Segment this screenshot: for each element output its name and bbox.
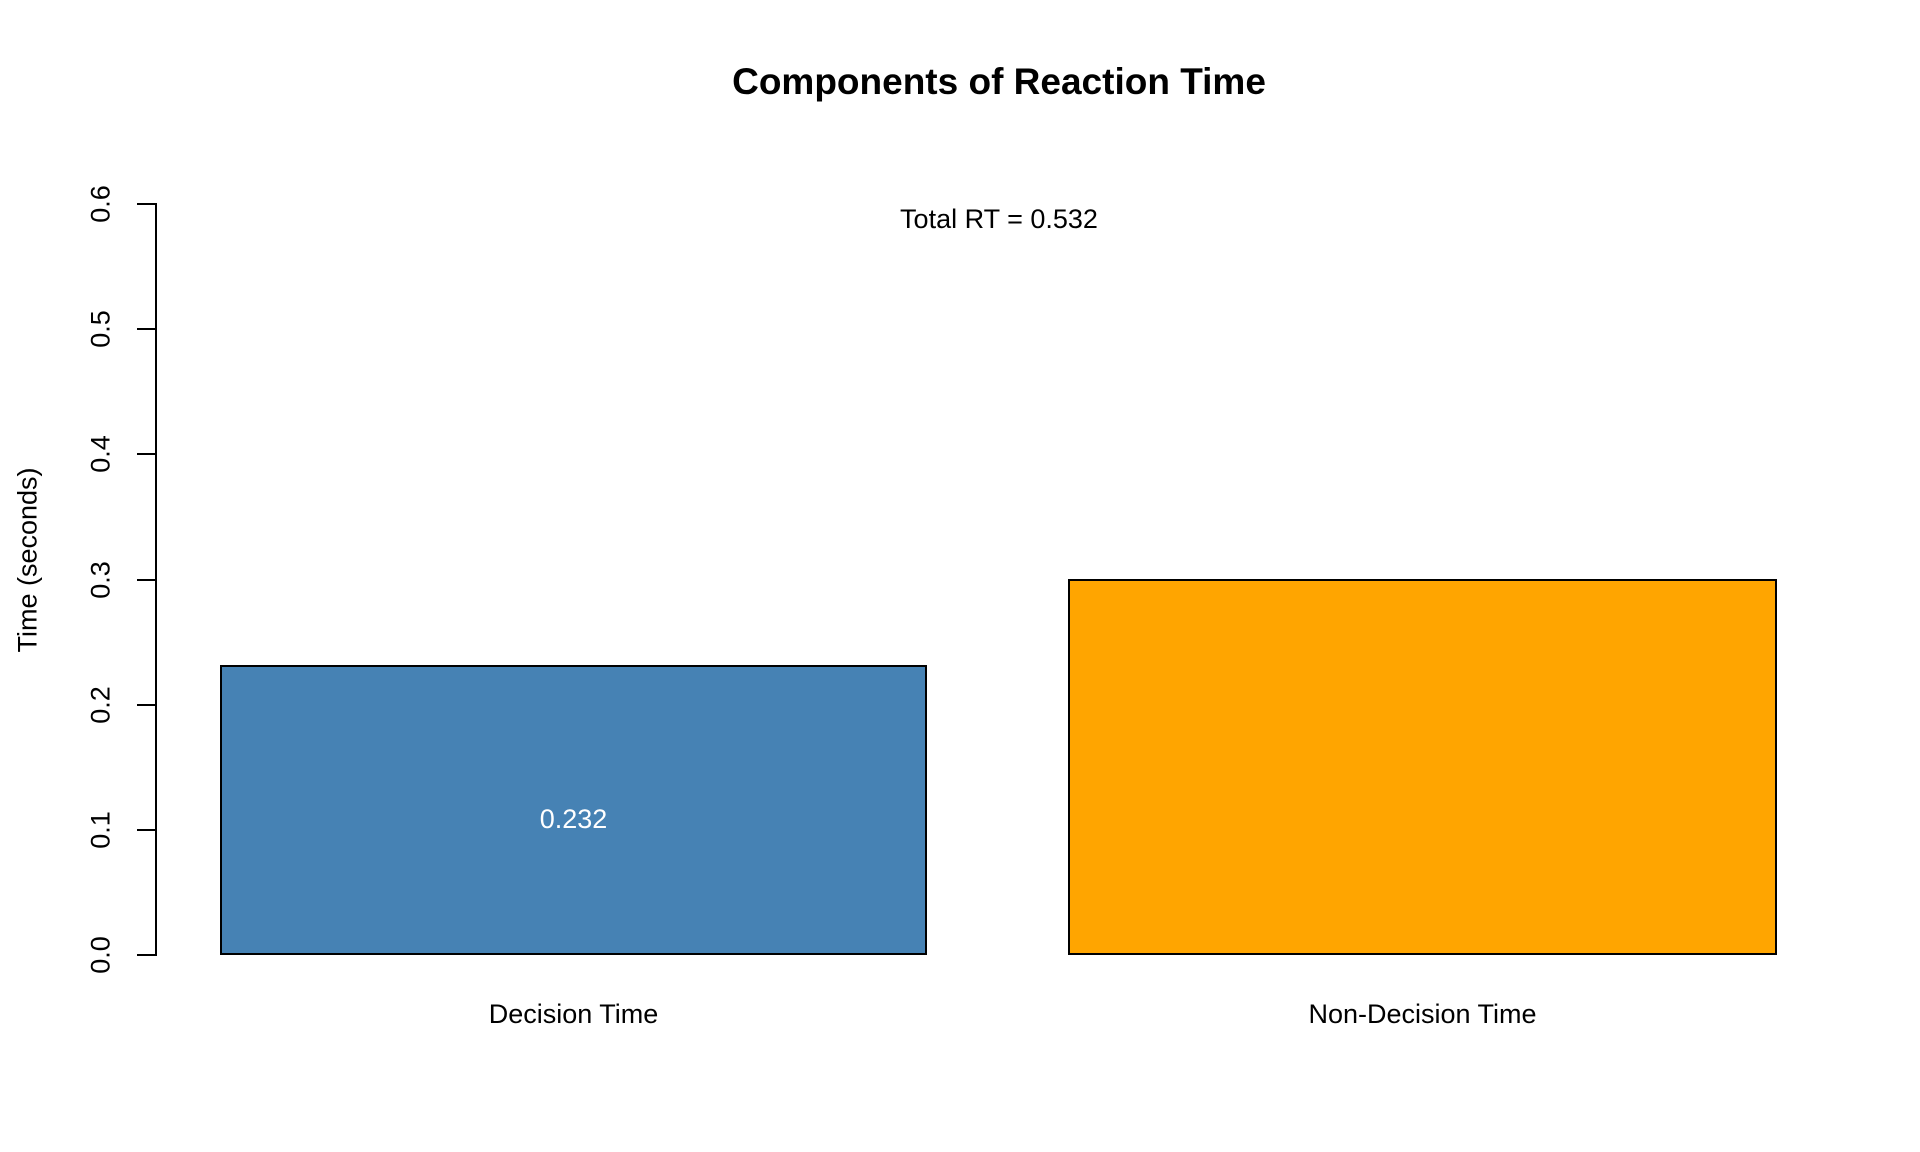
- x-axis-label-decision-time: Decision Time: [488, 999, 659, 1029]
- y-axis-tick: [137, 328, 157, 331]
- y-axis-title: Time (seconds): [12, 467, 43, 653]
- y-axis-tick-label: 0.0: [85, 936, 116, 974]
- chart-title: Components of Reaction Time: [732, 61, 1266, 102]
- y-axis-tick: [137, 828, 157, 831]
- y-axis-tick: [137, 203, 157, 205]
- y-axis-tick-label: 0.2: [85, 685, 116, 724]
- y-axis-tick-label: 0.6: [85, 185, 116, 223]
- x-axis-label-non-decision-time: Non-Decision Time: [1308, 999, 1537, 1029]
- y-axis-tick-label: 0.5: [85, 310, 116, 348]
- total-rt-annotation: Total RT = 0.532: [900, 204, 1098, 234]
- y-axis-tick: [137, 453, 157, 456]
- bar-decision-time: 0.232: [220, 665, 927, 955]
- y-axis-tick-label: 0.1: [85, 811, 116, 849]
- bar-value-label-decision-time: 0.232: [539, 803, 608, 834]
- y-axis-tick-label: 0.3: [85, 560, 116, 599]
- y-axis-tick-label: 0.4: [85, 435, 116, 474]
- y-axis-tick: [137, 703, 157, 706]
- y-axis-tick: [137, 954, 157, 956]
- y-axis-tick: [137, 578, 157, 581]
- bar-non-decision-time: [1068, 579, 1777, 955]
